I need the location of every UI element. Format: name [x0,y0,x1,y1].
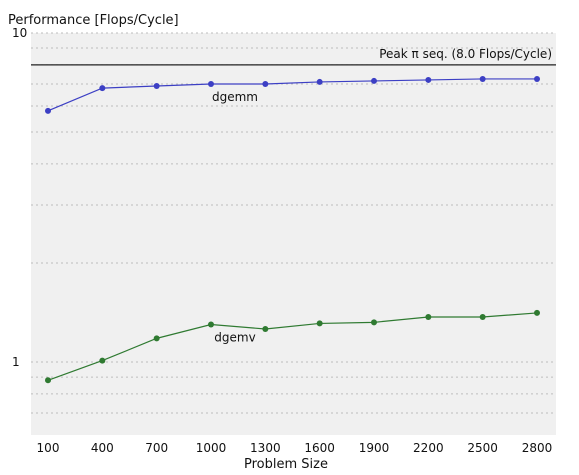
data-point [371,77,377,84]
x-tick-label: 2800 [522,441,553,455]
data-point [45,377,51,384]
x-tick-label: 1000 [196,441,227,455]
data-point [262,80,269,87]
data-point [99,357,106,364]
series-dgemv: dgemv [45,309,540,384]
x-axis-label: Problem Size [244,457,328,472]
x-tick-label: 100 [37,441,60,455]
data-point [153,83,160,90]
series-label: dgemv [214,331,255,345]
series-dgemm: dgemm [45,75,540,114]
data-point [262,325,269,332]
data-point [425,76,432,83]
data-point [99,85,106,92]
data-point [208,321,214,328]
x-tick-label: 2500 [467,441,498,455]
data-point [479,314,486,321]
x-tick-label: 700 [145,441,168,455]
x-tick-label: 400 [91,441,114,455]
data-point [316,320,323,327]
plot-area [31,33,556,435]
data-point [208,80,214,87]
data-point [153,335,160,342]
data-point [45,107,51,114]
x-tick-label: 1600 [304,441,335,455]
data-point [479,75,486,82]
peak-label: Peak π seq. (8.0 Flops/Cycle) [379,47,552,61]
data-point [425,314,432,321]
series-line [47,312,538,381]
y-tick-label: 10 [12,26,27,40]
x-tick-label: 1300 [250,441,281,455]
series-label: dgemm [212,90,258,104]
data-point [371,319,377,326]
series-line [47,78,537,112]
y-axis-label: Performance [Flops/Cycle] [8,13,179,28]
data-point [534,75,540,82]
data-point [316,78,323,85]
data-point [534,309,540,316]
y-tick-label: 1 [12,355,20,369]
x-tick-label: 1900 [359,441,390,455]
x-tick-label: 2200 [413,441,444,455]
